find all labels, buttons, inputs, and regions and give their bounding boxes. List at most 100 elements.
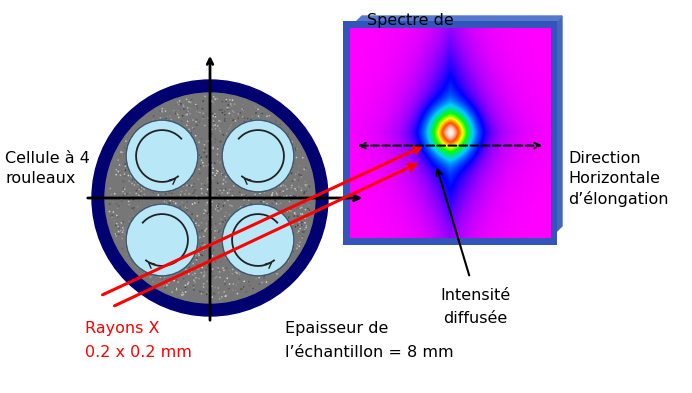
Point bbox=[282, 209, 293, 215]
Point bbox=[157, 106, 168, 112]
Point bbox=[280, 247, 291, 253]
Point bbox=[180, 289, 191, 295]
Point bbox=[144, 137, 155, 143]
Point bbox=[217, 265, 228, 271]
Point bbox=[143, 238, 154, 244]
Point bbox=[199, 122, 210, 129]
Point bbox=[176, 215, 187, 221]
Point bbox=[156, 160, 167, 166]
Point bbox=[257, 110, 268, 117]
Point bbox=[235, 249, 246, 255]
Point bbox=[171, 144, 182, 151]
Point bbox=[235, 110, 246, 116]
Point bbox=[178, 268, 189, 275]
Point bbox=[133, 181, 144, 187]
Point bbox=[282, 185, 293, 191]
Point bbox=[126, 220, 137, 227]
Point bbox=[207, 95, 218, 102]
Point bbox=[260, 273, 271, 279]
Point bbox=[298, 177, 309, 183]
Point bbox=[182, 281, 193, 287]
Point bbox=[113, 228, 124, 235]
Point bbox=[131, 215, 143, 221]
Point bbox=[203, 218, 215, 224]
Point bbox=[183, 290, 194, 297]
Point bbox=[161, 275, 172, 282]
Point bbox=[220, 174, 231, 180]
Point bbox=[208, 144, 219, 151]
Point bbox=[141, 170, 152, 176]
Point bbox=[217, 159, 228, 165]
Point bbox=[234, 132, 245, 139]
Point bbox=[246, 113, 257, 119]
Point bbox=[241, 253, 252, 259]
Point bbox=[181, 250, 192, 256]
Point bbox=[157, 184, 168, 190]
Point bbox=[185, 105, 197, 112]
Point bbox=[203, 156, 215, 162]
Point bbox=[219, 235, 230, 241]
Point bbox=[257, 157, 268, 163]
Point bbox=[254, 125, 265, 131]
Point bbox=[173, 123, 184, 129]
Point bbox=[203, 115, 214, 121]
Point bbox=[115, 153, 126, 160]
Point bbox=[174, 256, 185, 263]
Point bbox=[277, 144, 289, 150]
Point bbox=[146, 234, 157, 240]
Point bbox=[261, 238, 272, 244]
Point bbox=[247, 222, 258, 228]
Point bbox=[165, 214, 176, 220]
Point bbox=[166, 163, 177, 170]
Point bbox=[176, 214, 188, 220]
Point bbox=[219, 288, 230, 295]
Point bbox=[118, 177, 129, 184]
Point bbox=[215, 169, 226, 175]
Point bbox=[136, 253, 147, 259]
Point bbox=[226, 210, 237, 216]
Point bbox=[178, 275, 189, 282]
Point bbox=[207, 294, 218, 300]
Point bbox=[271, 175, 282, 182]
Point bbox=[286, 178, 298, 184]
Point bbox=[198, 242, 209, 249]
Point bbox=[280, 216, 291, 222]
Point bbox=[223, 133, 234, 140]
Point bbox=[128, 208, 139, 215]
Point bbox=[176, 292, 187, 298]
Point bbox=[299, 227, 310, 233]
Point bbox=[298, 229, 309, 235]
Point bbox=[244, 154, 255, 160]
Point bbox=[238, 107, 249, 114]
Point bbox=[185, 144, 196, 150]
Point bbox=[237, 265, 248, 272]
Point bbox=[113, 167, 124, 173]
Point bbox=[167, 289, 178, 295]
Point bbox=[266, 143, 277, 149]
Point bbox=[204, 117, 215, 123]
Point bbox=[262, 165, 273, 171]
Point bbox=[213, 266, 224, 273]
Point bbox=[119, 145, 130, 151]
Point bbox=[210, 114, 221, 120]
Point bbox=[113, 231, 124, 238]
Point bbox=[132, 186, 143, 193]
Point bbox=[263, 239, 274, 245]
Point bbox=[152, 181, 163, 187]
Point bbox=[193, 199, 204, 206]
Point bbox=[217, 110, 228, 116]
Point bbox=[179, 123, 190, 129]
Point bbox=[228, 224, 239, 231]
Point bbox=[233, 233, 244, 239]
Point bbox=[161, 282, 172, 288]
Point bbox=[161, 149, 172, 155]
Point bbox=[140, 136, 151, 142]
Point bbox=[131, 244, 143, 251]
Point bbox=[161, 262, 172, 268]
Point bbox=[154, 186, 165, 192]
Point bbox=[152, 258, 163, 264]
Point bbox=[221, 209, 232, 215]
Point bbox=[241, 154, 252, 160]
Point bbox=[131, 264, 143, 270]
Point bbox=[166, 178, 177, 184]
